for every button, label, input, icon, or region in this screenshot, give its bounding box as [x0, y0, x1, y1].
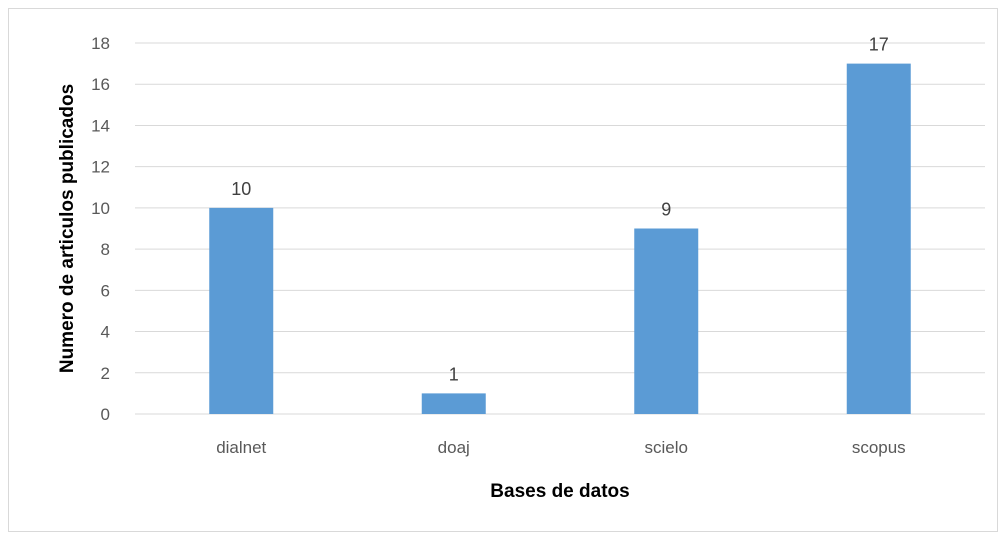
- data-label-scielo: 9: [661, 200, 671, 220]
- x-tick-label: scopus: [852, 438, 906, 457]
- y-tick-label: 6: [101, 281, 110, 300]
- bars: [209, 63, 911, 414]
- gridlines: [135, 42, 985, 415]
- x-axis-ticks: dialnet doaj scielo scopus: [216, 438, 905, 457]
- x-tick-label: scielo: [645, 438, 688, 457]
- y-tick-label: 16: [91, 75, 110, 94]
- y-tick-label: 0: [101, 405, 110, 424]
- x-axis-title: Bases de datos: [490, 481, 629, 502]
- bar-dialnet: [209, 207, 274, 414]
- y-tick-label: 14: [91, 116, 110, 135]
- x-tick-label: dialnet: [216, 438, 266, 457]
- bar-doaj: [421, 393, 486, 414]
- x-tick-label: doaj: [438, 438, 470, 457]
- y-tick-label: 8: [101, 240, 110, 259]
- data-labels: 10 1 9 17: [231, 35, 889, 385]
- y-tick-label: 12: [91, 158, 110, 177]
- data-label-doaj: 1: [449, 364, 459, 384]
- chart-frame: [8, 8, 998, 532]
- y-tick-label: 10: [91, 199, 110, 218]
- y-tick-label: 18: [91, 34, 110, 53]
- y-tick-label: 4: [101, 323, 110, 342]
- y-axis-ticks: 0 2 4 6 8 10 12 14 16 18: [91, 34, 110, 424]
- data-label-dialnet: 10: [231, 179, 251, 199]
- bar-scielo: [634, 228, 699, 414]
- y-axis-title: Numero de articulos publicados: [57, 84, 78, 373]
- data-label-scopus: 17: [869, 35, 889, 55]
- y-tick-label: 2: [101, 364, 110, 383]
- bar-scopus: [846, 63, 911, 414]
